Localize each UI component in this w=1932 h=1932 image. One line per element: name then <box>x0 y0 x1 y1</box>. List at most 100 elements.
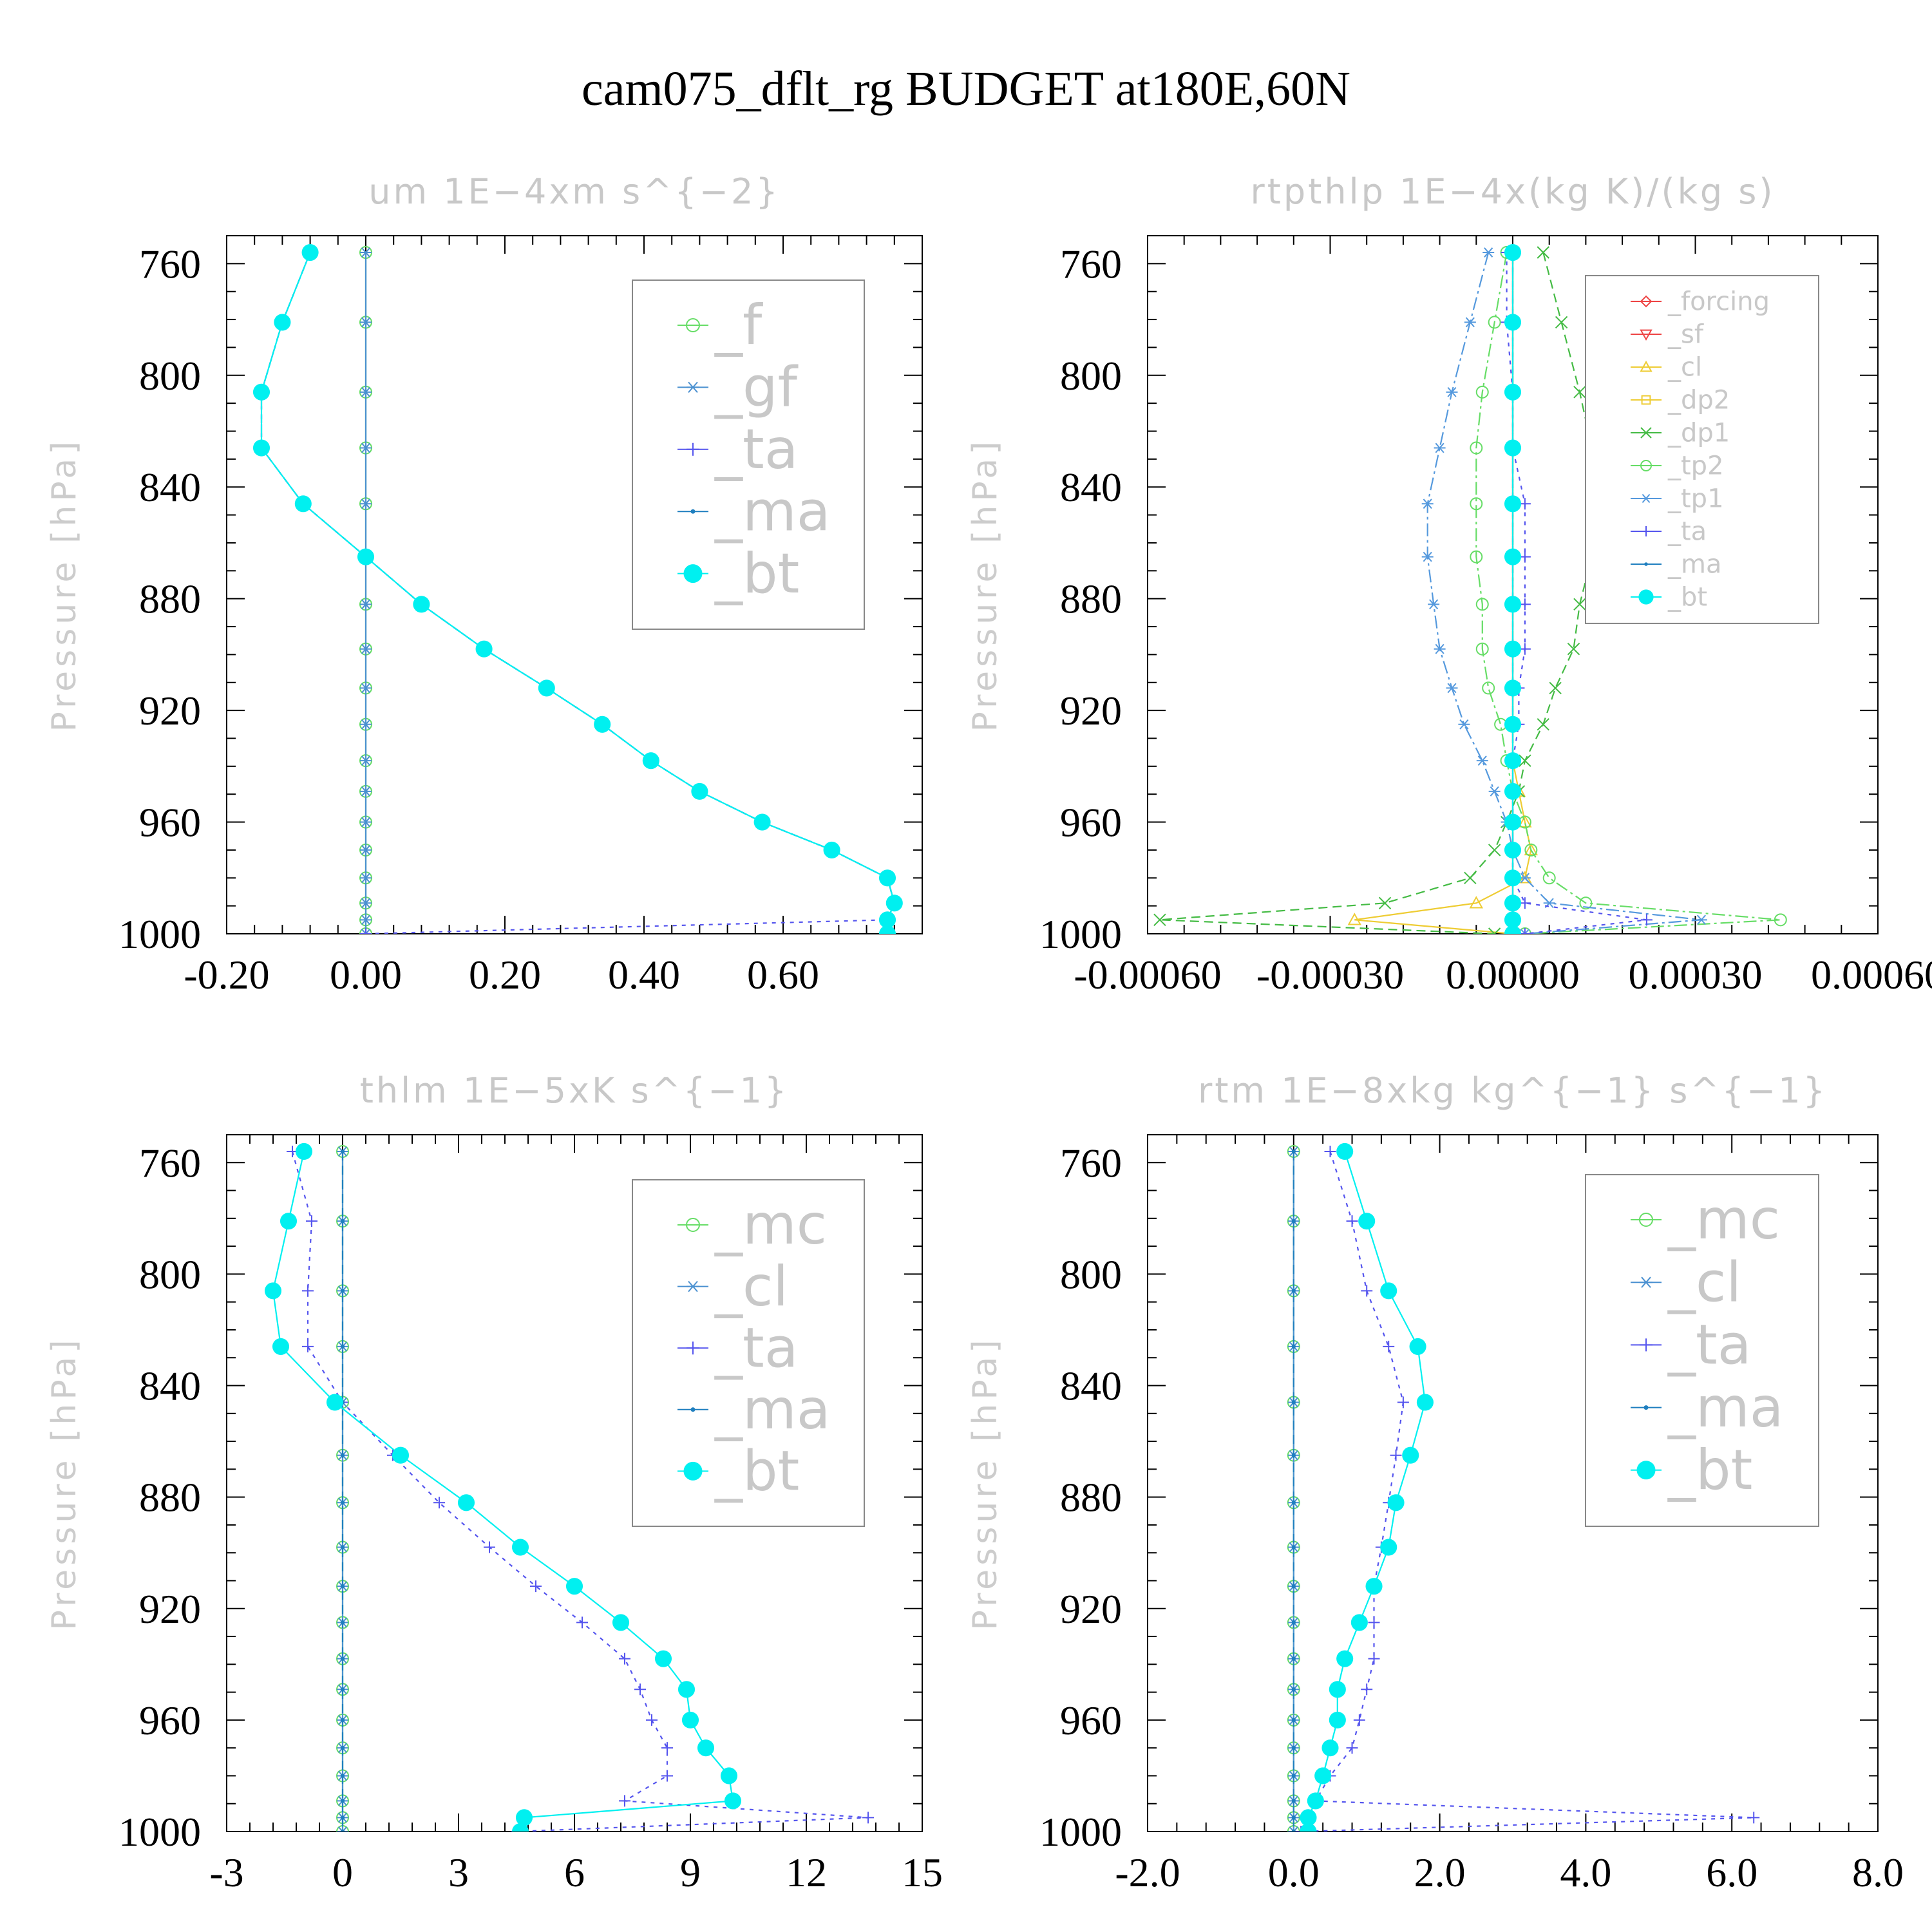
y-tick-label: 800 <box>1060 1251 1122 1297</box>
legend-marker <box>1639 1213 1653 1227</box>
data-point <box>1542 871 1556 885</box>
data-point <box>1291 1799 1296 1803</box>
data-point <box>302 1340 314 1352</box>
y-tick-label: 880 <box>1060 576 1122 622</box>
data-point <box>272 1338 290 1355</box>
x-tick-label: 3 <box>448 1850 469 1895</box>
data-point <box>1346 1742 1358 1754</box>
legend-box <box>632 1179 865 1527</box>
y-axis-label: Pressure [hPa] <box>45 1336 84 1631</box>
data-point <box>1291 1344 1296 1349</box>
data-point <box>1291 1400 1296 1405</box>
data-point <box>1368 1616 1380 1629</box>
data-point <box>326 1394 344 1411</box>
data-point <box>301 243 319 261</box>
data-point <box>1291 1501 1296 1505</box>
y-tick-label: 760 <box>139 241 201 287</box>
data-point <box>1380 1282 1397 1300</box>
data-point <box>661 1770 673 1782</box>
data-point <box>392 1446 410 1464</box>
x-tick-label: 0.00 <box>330 952 402 998</box>
data-point <box>1519 929 1531 934</box>
data-point <box>1365 1578 1383 1595</box>
data-point <box>340 1746 345 1750</box>
data-point <box>661 1742 673 1754</box>
data-point <box>484 1541 495 1553</box>
data-point <box>1291 1718 1296 1723</box>
data-point <box>360 599 372 610</box>
data-point <box>697 1739 715 1757</box>
data-point <box>1416 1394 1434 1411</box>
data-point <box>475 640 493 658</box>
y-tick-label: 1000 <box>118 1809 201 1855</box>
data-point <box>252 439 270 457</box>
data-point <box>1504 439 1522 457</box>
legend-marker <box>1640 295 1653 308</box>
panel-1: um 1E−4xm s^{−2} Pressure [hPa] 760 800 840 8… <box>45 171 923 998</box>
data-point <box>538 679 555 697</box>
data-point <box>306 1215 317 1227</box>
data-point <box>1446 683 1458 694</box>
legend-label: _ta <box>1667 1313 1751 1378</box>
data-point <box>360 845 372 855</box>
data-point <box>1291 1584 1296 1589</box>
data-point <box>1774 913 1787 927</box>
data-point <box>457 1494 475 1511</box>
data-point <box>360 643 372 654</box>
legend-label: _ta <box>714 1316 798 1380</box>
data-point <box>1361 1285 1373 1297</box>
data-point <box>360 928 372 934</box>
data-point <box>340 1289 345 1293</box>
x-tick-label: -0.00030 <box>1256 952 1404 998</box>
legend-marker <box>1640 360 1653 372</box>
data-point <box>646 1714 658 1726</box>
data-point <box>1291 1453 1296 1457</box>
legend-box <box>1585 1174 1819 1527</box>
data-point <box>1504 752 1522 770</box>
data-point <box>1504 782 1522 800</box>
legend-label: _bt <box>714 1439 799 1504</box>
legend-box <box>1585 275 1819 624</box>
data-point <box>511 1539 529 1556</box>
data-point <box>433 1497 445 1509</box>
data-point <box>720 1767 738 1785</box>
data-point <box>1300 1809 1317 1826</box>
panel-title: um 1E−4xm s^{−2} <box>368 171 781 212</box>
data-point <box>511 1823 529 1832</box>
y-tick-label: 1000 <box>118 911 201 957</box>
data-point <box>340 1656 345 1661</box>
data-point <box>565 1578 583 1595</box>
data-point <box>1504 314 1522 331</box>
series-line-tp2 <box>1475 252 1781 934</box>
data-point <box>1350 1614 1368 1631</box>
legend-label: _cl <box>1667 353 1702 383</box>
data-point <box>340 1501 345 1505</box>
legend-marker <box>686 318 700 332</box>
data-point <box>1380 1539 1397 1556</box>
series-group <box>1153 243 1787 934</box>
figure-title: cam075_dflt_rg BUDGET at180E,60N <box>581 62 1351 116</box>
data-point <box>340 1453 345 1457</box>
legend-label: _ma <box>714 1378 830 1442</box>
data-point <box>515 1809 533 1826</box>
legend-label: _gf <box>714 355 799 420</box>
data-point <box>1336 1142 1354 1160</box>
series-line-bt <box>1307 1151 1426 1832</box>
legend-label: _bt <box>1667 1438 1752 1502</box>
y-tick-label: 760 <box>1060 1140 1122 1186</box>
data-point <box>340 1545 345 1549</box>
data-point <box>340 1718 345 1723</box>
legend-marker <box>690 1407 696 1412</box>
data-point <box>1475 598 1489 611</box>
data-point <box>1307 1792 1324 1810</box>
legend-marker <box>683 564 703 583</box>
data-point <box>1573 598 1586 611</box>
legend-marker <box>1640 460 1652 471</box>
data-point <box>878 911 896 929</box>
data-point <box>1378 896 1392 910</box>
x-tick-label: -0.20 <box>184 952 269 998</box>
data-point <box>1549 681 1562 695</box>
y-axis-label: Pressure [hPa] <box>966 438 1005 732</box>
data-point <box>1504 895 1522 912</box>
